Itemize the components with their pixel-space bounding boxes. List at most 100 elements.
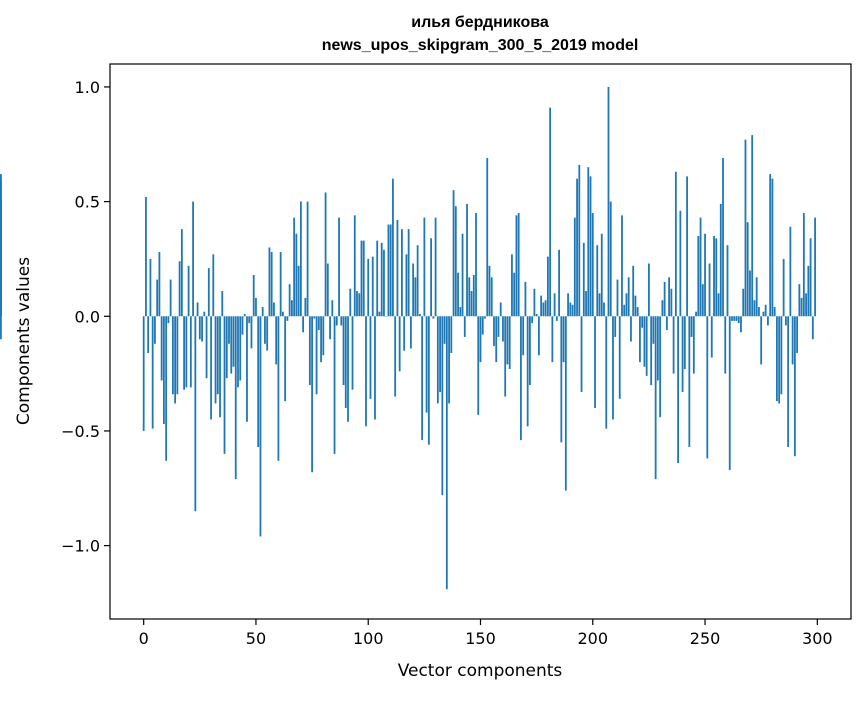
bar	[666, 316, 668, 330]
bar	[464, 316, 466, 337]
bar	[165, 316, 167, 460]
bar	[583, 243, 585, 316]
bar	[441, 316, 443, 495]
bar	[480, 316, 482, 362]
bar	[185, 316, 187, 387]
bar	[693, 316, 695, 373]
bar	[774, 307, 776, 316]
y-tick-label: 0.5	[75, 193, 100, 212]
bar	[237, 316, 239, 387]
bar	[798, 284, 800, 316]
bar	[179, 261, 181, 316]
bar	[167, 316, 169, 323]
bar	[713, 236, 715, 316]
bar	[257, 316, 259, 447]
bar	[664, 282, 666, 316]
bar	[518, 213, 520, 316]
bar	[511, 254, 513, 316]
bar	[747, 222, 749, 316]
bar	[331, 300, 333, 316]
bar	[489, 266, 491, 316]
bar	[738, 316, 740, 323]
chart-subtitle: news_upos_skipgram_300_5_2019 model	[322, 37, 639, 54]
bar	[450, 316, 452, 353]
bar	[401, 229, 403, 316]
bar	[383, 250, 385, 317]
bar	[262, 307, 264, 316]
bar	[406, 254, 408, 316]
bar	[776, 316, 778, 401]
bar	[0, 312, 2, 317]
x-tick-label: 250	[690, 629, 721, 648]
x-tick-label: 100	[353, 629, 384, 648]
bar	[632, 266, 634, 316]
bar	[542, 303, 544, 317]
bar	[516, 215, 518, 316]
bar	[720, 204, 722, 316]
bar	[617, 280, 619, 317]
bar	[733, 316, 735, 321]
chart-title: илья бердникова	[411, 14, 549, 31]
bar	[459, 307, 461, 316]
bar	[358, 293, 360, 316]
bar	[412, 264, 414, 317]
bar	[635, 296, 637, 317]
bar	[266, 316, 268, 350]
bar	[275, 316, 277, 364]
bar	[706, 316, 708, 458]
bar	[630, 316, 632, 341]
bar	[740, 316, 742, 332]
bar	[641, 316, 643, 327]
bar	[455, 206, 457, 316]
bar	[439, 316, 441, 392]
bar	[807, 266, 809, 316]
bar	[190, 316, 192, 387]
bar	[691, 316, 693, 337]
bar	[536, 314, 538, 316]
bar	[251, 316, 253, 348]
bar	[219, 316, 221, 417]
bar	[397, 220, 399, 316]
bar	[446, 316, 448, 589]
bar	[486, 158, 488, 316]
bar	[159, 252, 161, 316]
bar	[477, 316, 479, 415]
bar	[754, 300, 756, 316]
bar	[736, 316, 738, 321]
bar	[527, 316, 529, 426]
bar	[673, 316, 675, 373]
bar	[473, 275, 475, 316]
bar	[325, 192, 327, 316]
bar	[448, 316, 450, 403]
bar	[410, 316, 412, 348]
bar	[621, 215, 623, 316]
bar	[500, 303, 502, 317]
bar	[313, 316, 315, 318]
bar	[704, 234, 706, 317]
bar	[226, 316, 228, 378]
bar	[206, 316, 208, 378]
bar	[399, 316, 401, 371]
bar	[370, 316, 372, 399]
bar	[264, 316, 266, 344]
bar	[338, 218, 340, 317]
bar	[677, 316, 679, 463]
y-tick-label: −0.5	[61, 422, 100, 441]
bar	[648, 264, 650, 317]
bar	[612, 316, 614, 419]
bar	[374, 316, 376, 419]
bar	[783, 259, 785, 316]
bar	[163, 316, 165, 424]
bar	[702, 284, 704, 316]
bar	[520, 316, 522, 440]
bar	[435, 218, 437, 317]
bar	[551, 316, 553, 362]
bar	[273, 303, 275, 317]
bar	[509, 316, 511, 369]
bar	[309, 316, 311, 385]
bar	[585, 291, 587, 316]
bar	[248, 316, 250, 323]
bar	[545, 300, 547, 316]
